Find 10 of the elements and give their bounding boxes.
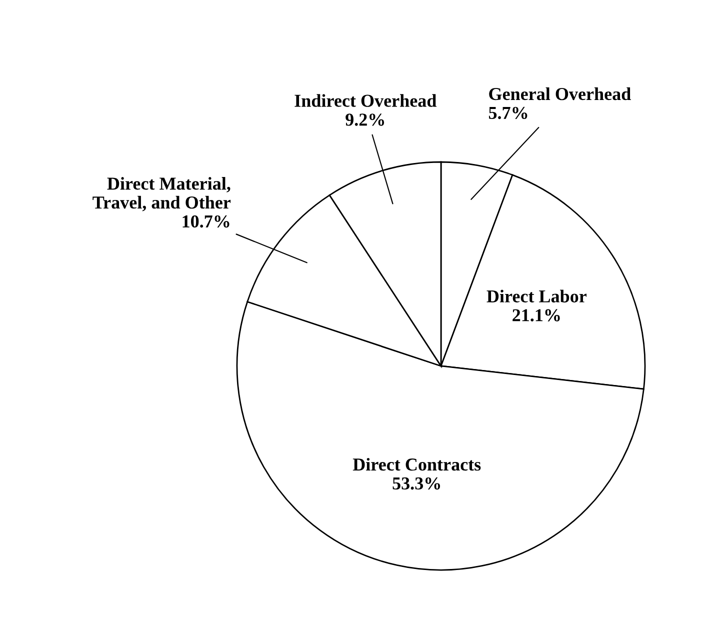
slice-label: Direct Contracts	[352, 458, 481, 471]
data-label: 9.2%	[346, 114, 384, 126]
data-label: 53.3%	[392, 477, 440, 490]
data-label: 21.1%	[512, 309, 560, 322]
slice-label: Direct Material, Travel, and Other	[92, 177, 231, 212]
slice-label: Direct Labor	[486, 290, 587, 302]
data-label: 5.7%	[488, 106, 528, 120]
slice-label: Indirect Overhead	[294, 94, 437, 107]
slice-label: General Overhead	[489, 87, 631, 100]
data-label: 10.7%	[182, 215, 230, 228]
